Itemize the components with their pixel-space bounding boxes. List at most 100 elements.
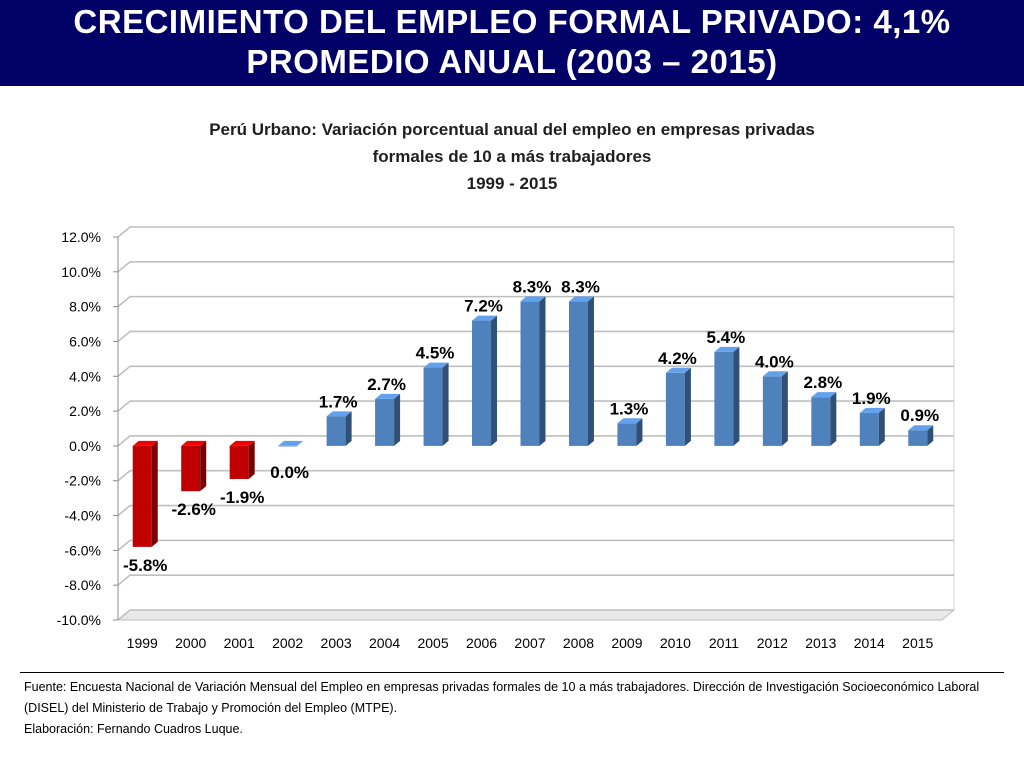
data-label-2002: 0.0% [270,463,309,482]
x-tick-label-2010: 2010 [660,635,691,651]
bar-side [151,440,158,547]
bar-front [132,445,152,547]
bar-2014 [859,407,885,446]
bar-front [472,320,492,446]
bar-2011 [714,346,740,446]
data-label-2006: 7.2% [464,297,503,316]
bar-side [491,315,498,446]
x-tick-label-2002: 2002 [272,635,303,651]
bar-side [781,371,788,446]
y-tick-label: -10.0% [57,612,101,628]
bar-front [278,445,298,447]
bar-side [200,440,207,492]
data-label-2005: 4.5% [416,344,455,363]
x-axis-ticks: 1999 2000 2001 2002 2003 2004 2005 2006 2007 2008… [127,635,934,651]
bar-1999 [132,440,158,547]
bar-top [520,296,546,302]
bar-top [908,425,934,431]
bar-top [132,440,158,446]
author-text: Elaboración: Fernando Cuadros Luque. [24,722,243,736]
bar-2013 [811,392,837,446]
footer-divider [20,672,1004,673]
x-tick-label-2006: 2006 [466,635,497,651]
bar-front [423,367,443,446]
slide-title-line-1: CRECIMIENTO DEL EMPLEO FORMAL PRIVADO: 4… [73,3,951,40]
y-tick-label: 8.0% [69,299,101,315]
bar-top [811,392,837,398]
bar-front [665,372,685,446]
x-tick-label-1999: 1999 [127,635,158,651]
bar-front [229,445,249,479]
x-tick-label-2001: 2001 [224,635,255,651]
bar-side [636,418,643,446]
bar-front [762,376,782,446]
bar-2008 [568,296,594,446]
bar-2001 [229,440,255,479]
x-tick-label-2007: 2007 [514,635,545,651]
data-label-2012: 4.0% [755,352,794,371]
gridline [117,574,954,586]
data-label-2003: 1.7% [319,392,358,411]
bar-top [665,367,691,373]
data-label-2014: 1.9% [852,389,891,408]
chart-title-line-1: Perú Urbano: Variación porcentual anual … [209,120,815,139]
bar-2009 [617,418,643,446]
bar-side [733,346,740,446]
bar-top [617,418,643,424]
bar-side [878,407,885,446]
gridline [117,469,954,482]
bar-front [714,351,734,446]
x-tick-label-2013: 2013 [805,635,836,651]
bar-2006 [472,315,498,446]
gridline [117,295,954,308]
gridline [117,504,954,517]
y-tick-label: 0.0% [69,438,101,454]
bar-side [927,425,934,446]
bar-side [684,367,691,446]
bar-chart: -10.0% -8.0% -6.0% -4.0% -2.0% 0.0% 2.0% 4.0% 6.… [57,226,956,651]
bar-top [423,362,449,368]
data-labels: -5.8% -2.6% -1.9% 0.0% 1.7% 2.7% 4.5% 7.2% 8.3% 8… [123,277,939,574]
bar-front [181,445,201,492]
bar-top [859,407,885,413]
data-label-2007: 8.3% [513,277,552,296]
bar-2007 [520,296,546,446]
x-tick-label-2000: 2000 [175,635,206,651]
bar-2002 [278,440,304,447]
bar-top [278,440,304,446]
bar-front [326,416,346,446]
x-tick-label-2008: 2008 [563,635,594,651]
y-tick-label: 12.0% [61,229,101,245]
bar-side [345,411,352,446]
chart-title-line-2: formales de 10 a más trabajadores [372,147,652,166]
gridline [117,539,954,551]
x-tick-label-2003: 2003 [321,635,352,651]
bar-side [587,296,594,446]
bar-front [859,412,879,446]
y-tick-label: 2.0% [69,403,101,419]
gridline [117,609,954,621]
bar-side [394,393,401,446]
gridline [117,365,954,377]
bar-side [539,296,546,446]
x-tick-label-2015: 2015 [902,635,933,651]
y-tick-label: 6.0% [69,333,101,349]
bar-front [520,301,540,446]
bar-side [248,440,255,479]
bar-2010 [665,367,691,446]
bar-front [811,397,831,446]
y-tick-label: -6.0% [64,542,101,558]
data-label-2011: 5.4% [707,328,746,347]
bar-front [908,430,928,446]
x-tick-label-2009: 2009 [611,635,642,651]
y-tick-label: -2.0% [64,473,101,489]
slide-title-banner: CRECIMIENTO DEL EMPLEO FORMAL PRIVADO: 4… [0,0,1024,86]
bar-2004 [375,393,401,446]
bar-front [568,301,588,446]
data-label-2000: -2.6% [171,500,215,519]
x-tick-label-2005: 2005 [417,635,448,651]
y-tick-label: 4.0% [69,368,101,384]
bar-top [326,411,352,417]
y-axis: -10.0% -8.0% -6.0% -4.0% -2.0% 0.0% 2.0% 4.0% 6.… [57,227,955,628]
bar-2000 [181,440,207,492]
